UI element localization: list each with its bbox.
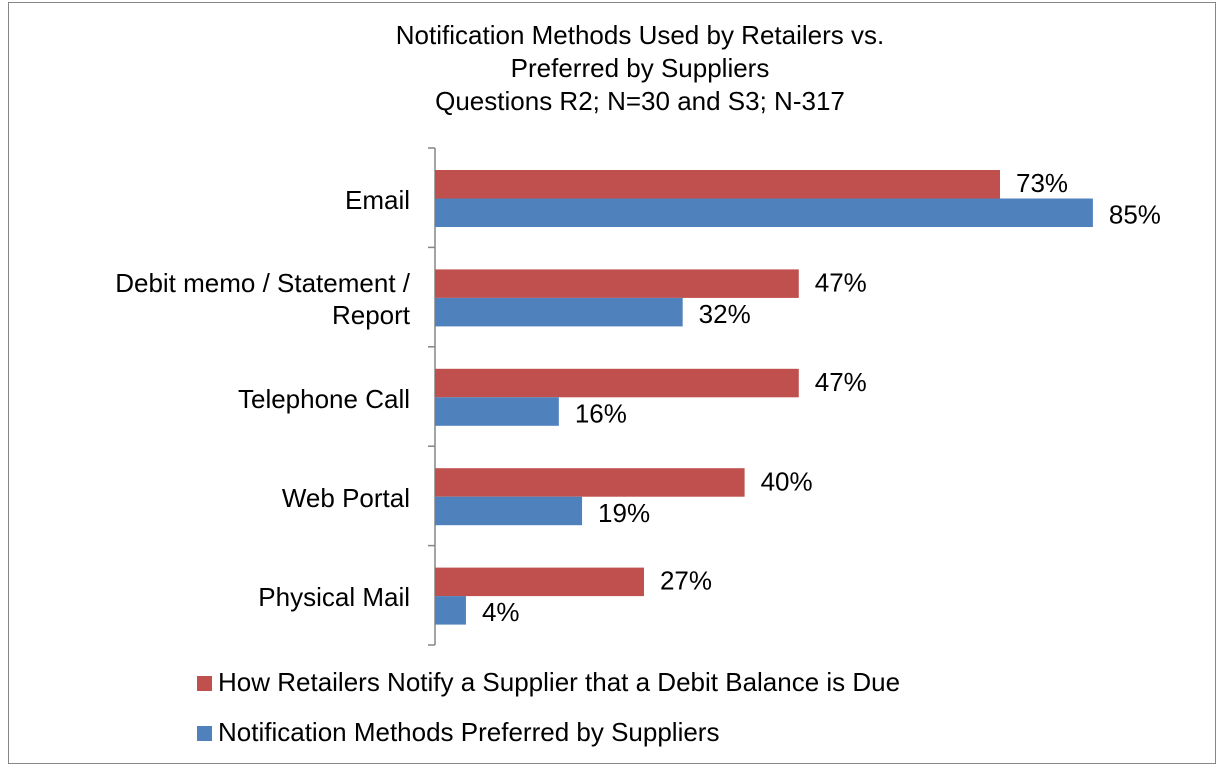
chart-frame (8, 2, 1216, 764)
bar (435, 468, 745, 497)
bar (435, 596, 466, 625)
data-label: 85% (1109, 200, 1161, 230)
chart-subtitle: Questions R2; N=30 and S3; N-317 (435, 86, 845, 116)
data-label: 40% (761, 466, 813, 496)
legend-label: Notification Methods Preferred by Suppli… (218, 717, 719, 747)
bar (435, 269, 799, 298)
data-label: 32% (699, 299, 751, 329)
category-label: Physical Mail (258, 582, 410, 613)
chart-title: Preferred by Suppliers (511, 53, 770, 83)
bar (435, 170, 1001, 199)
bar (435, 567, 644, 597)
category-label: Debit memo / Statement / Report (115, 268, 410, 331)
data-label: 16% (575, 398, 627, 428)
bar (435, 198, 1093, 227)
category-label: Email (344, 184, 410, 215)
category-label: Web Portal (281, 482, 410, 513)
data-label: 73% (1016, 168, 1068, 198)
data-label: 4% (482, 597, 520, 627)
bar (435, 297, 683, 327)
data-label: 19% (598, 498, 650, 528)
legend-swatch (197, 726, 212, 741)
data-label: 27% (660, 566, 712, 596)
legend-swatch (197, 676, 212, 691)
bar (435, 368, 799, 398)
bar (435, 397, 559, 426)
legend-label: How Retailers Notify a Supplier that a D… (218, 667, 900, 697)
data-label: 47% (815, 268, 867, 298)
data-label: 47% (815, 367, 867, 397)
category-label: Telephone Call (237, 383, 410, 414)
bar (435, 496, 583, 526)
chart-title: Notification Methods Used by Retailers v… (396, 20, 884, 50)
